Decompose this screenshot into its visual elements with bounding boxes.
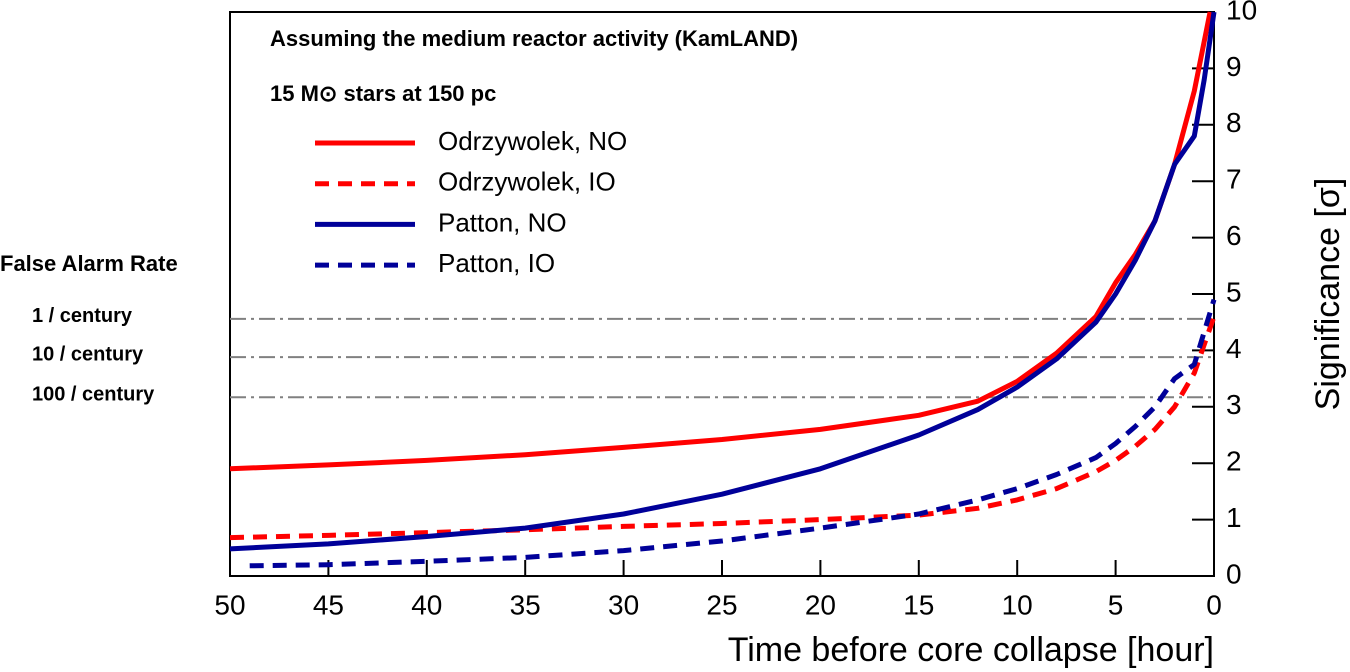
legend-label: Odrzywolek, IO [438,167,616,197]
y-tick-label: 5 [1226,276,1242,307]
x-tick-label: 45 [313,589,344,620]
far-label: 100 / century [32,383,155,405]
legend-label: Patton, IO [438,248,555,278]
y-tick-label: 4 [1226,333,1242,364]
x-tick-label: 15 [903,589,934,620]
y-tick-label: 3 [1226,389,1242,420]
x-tick-label: 5 [1108,589,1124,620]
annotation: 15 M⊙ stars at 150 pc [270,81,496,106]
y-tick-label: 7 [1226,164,1242,195]
x-axis-title: Time before core collapse [hour] [728,631,1214,669]
y-axis-title: Significance [σ] [1309,178,1347,411]
y-tick-label: 0 [1226,558,1242,589]
far-title: False Alarm Rate [0,251,178,276]
series-line [229,11,1217,552]
x-tick-label: 50 [214,589,245,620]
x-tick-label: 35 [510,589,541,620]
x-tick-label: 25 [706,589,737,620]
y-tick-label: 1 [1226,502,1242,533]
annotation: Assuming the medium reactor activity (Ka… [270,26,798,51]
x-tick-label: 40 [411,589,442,620]
far-label: 10 / century [32,343,144,365]
legend-label: Odrzywolek, NO [438,126,627,156]
x-tick-label: 0 [1206,589,1222,620]
far-label: 1 / century [32,305,133,327]
x-tick-label: 20 [805,589,836,620]
legend-label: Patton, NO [438,207,567,237]
y-tick-label: 10 [1226,0,1257,25]
series-line [249,298,1217,569]
y-tick-label: 9 [1226,51,1242,82]
y-tick-label: 8 [1226,107,1242,138]
y-tick-label: 2 [1226,446,1242,477]
x-tick-label: 10 [1002,589,1033,620]
y-tick-label: 6 [1226,220,1242,251]
x-tick-label: 30 [608,589,639,620]
